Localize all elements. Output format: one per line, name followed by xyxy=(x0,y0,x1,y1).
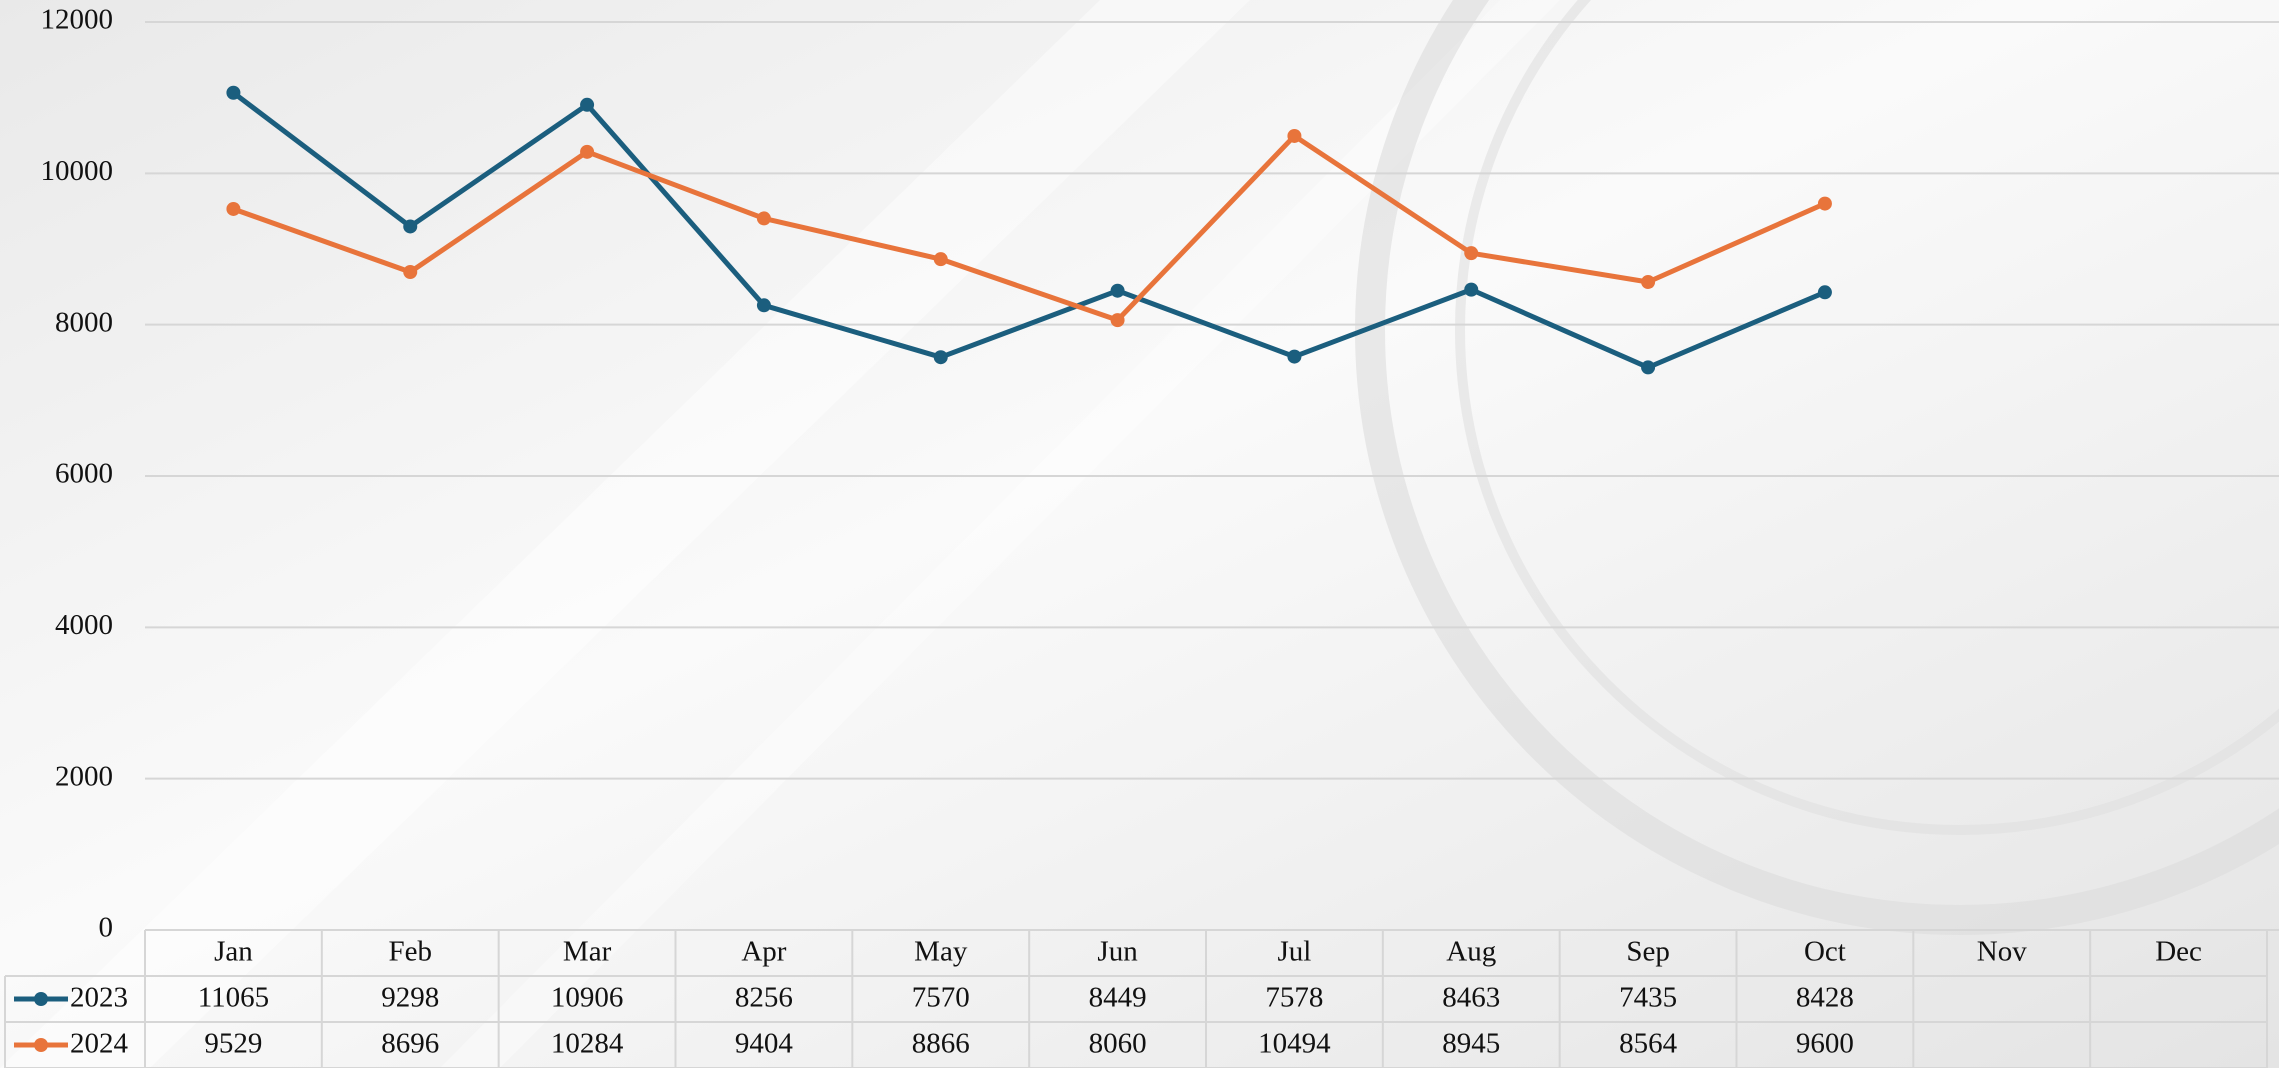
x-tick-label: Jan xyxy=(214,936,253,968)
y-tick-label: 10000 xyxy=(41,155,114,187)
table-value: 10494 xyxy=(1258,1028,1331,1060)
table-value: 8463 xyxy=(1442,982,1500,1014)
background-stripe xyxy=(440,0,1560,1068)
table-value: 8060 xyxy=(1089,1028,1147,1060)
table-value: 7570 xyxy=(912,982,970,1014)
table-value: 8866 xyxy=(912,1028,970,1060)
series-marker xyxy=(1641,360,1656,375)
x-tick-label: Feb xyxy=(389,936,433,968)
table-value: 7578 xyxy=(1265,982,1323,1014)
y-tick-label: 12000 xyxy=(41,4,114,36)
series-marker xyxy=(756,298,771,313)
table-value: 8564 xyxy=(1619,1028,1678,1060)
series-line xyxy=(232,133,1826,323)
background-stripe xyxy=(0,0,1250,1068)
x-tick-label: Sep xyxy=(1626,936,1670,968)
series-marker xyxy=(1464,246,1479,261)
table-value: 10284 xyxy=(551,1028,624,1060)
series-marker xyxy=(403,219,418,234)
x-tick-label: Oct xyxy=(1804,936,1846,968)
series-marker xyxy=(403,265,418,280)
x-tick-label: Mar xyxy=(563,936,612,968)
series-marker xyxy=(226,201,241,216)
series-marker xyxy=(1817,196,1832,211)
x-tick-label: Jul xyxy=(1277,936,1311,968)
series-marker xyxy=(1110,283,1125,298)
table-value: 8428 xyxy=(1796,982,1854,1014)
x-tick-label: Aug xyxy=(1446,936,1496,968)
legend-key xyxy=(34,1038,48,1052)
series-marker xyxy=(580,144,595,159)
x-tick-label: May xyxy=(914,936,968,968)
table-value: 10906 xyxy=(551,982,624,1014)
table-value: 7435 xyxy=(1619,982,1677,1014)
table-value: 11065 xyxy=(198,982,269,1014)
series-marker xyxy=(226,85,241,100)
table-value: 8449 xyxy=(1089,982,1147,1014)
series-marker xyxy=(933,252,948,267)
y-tick-label: 2000 xyxy=(55,760,113,792)
legend-key xyxy=(34,992,48,1006)
table-value: 9298 xyxy=(381,982,439,1014)
table-value: 9529 xyxy=(204,1028,262,1060)
series-marker xyxy=(580,97,595,112)
series-marker xyxy=(933,350,948,365)
y-tick-label: 6000 xyxy=(55,458,113,490)
table-value: 9404 xyxy=(735,1028,794,1060)
y-tick-label: 4000 xyxy=(55,609,113,641)
series-marker xyxy=(756,211,771,226)
series-line xyxy=(231,90,1826,370)
series-marker xyxy=(1817,285,1832,300)
y-tick-label: 8000 xyxy=(55,306,113,338)
x-tick-label: Nov xyxy=(1977,936,2027,968)
series-marker xyxy=(1641,274,1656,289)
x-tick-label: Jun xyxy=(1097,936,1138,968)
table-value: 8256 xyxy=(735,982,793,1014)
table-value: 8945 xyxy=(1442,1028,1500,1060)
table-value: 8696 xyxy=(381,1028,439,1060)
series-marker xyxy=(1287,128,1302,143)
legend-label: 2023 xyxy=(70,982,128,1014)
x-tick-label: Dec xyxy=(2155,936,2202,968)
y-tick-label: 0 xyxy=(99,912,114,944)
watermark-seal xyxy=(1455,0,2279,835)
x-tick-label: Apr xyxy=(741,936,786,968)
series-marker xyxy=(1464,282,1479,297)
legend-label: 2024 xyxy=(70,1028,129,1060)
series-marker xyxy=(1110,313,1125,328)
table-value: 9600 xyxy=(1796,1028,1854,1060)
series-marker xyxy=(1287,349,1302,364)
